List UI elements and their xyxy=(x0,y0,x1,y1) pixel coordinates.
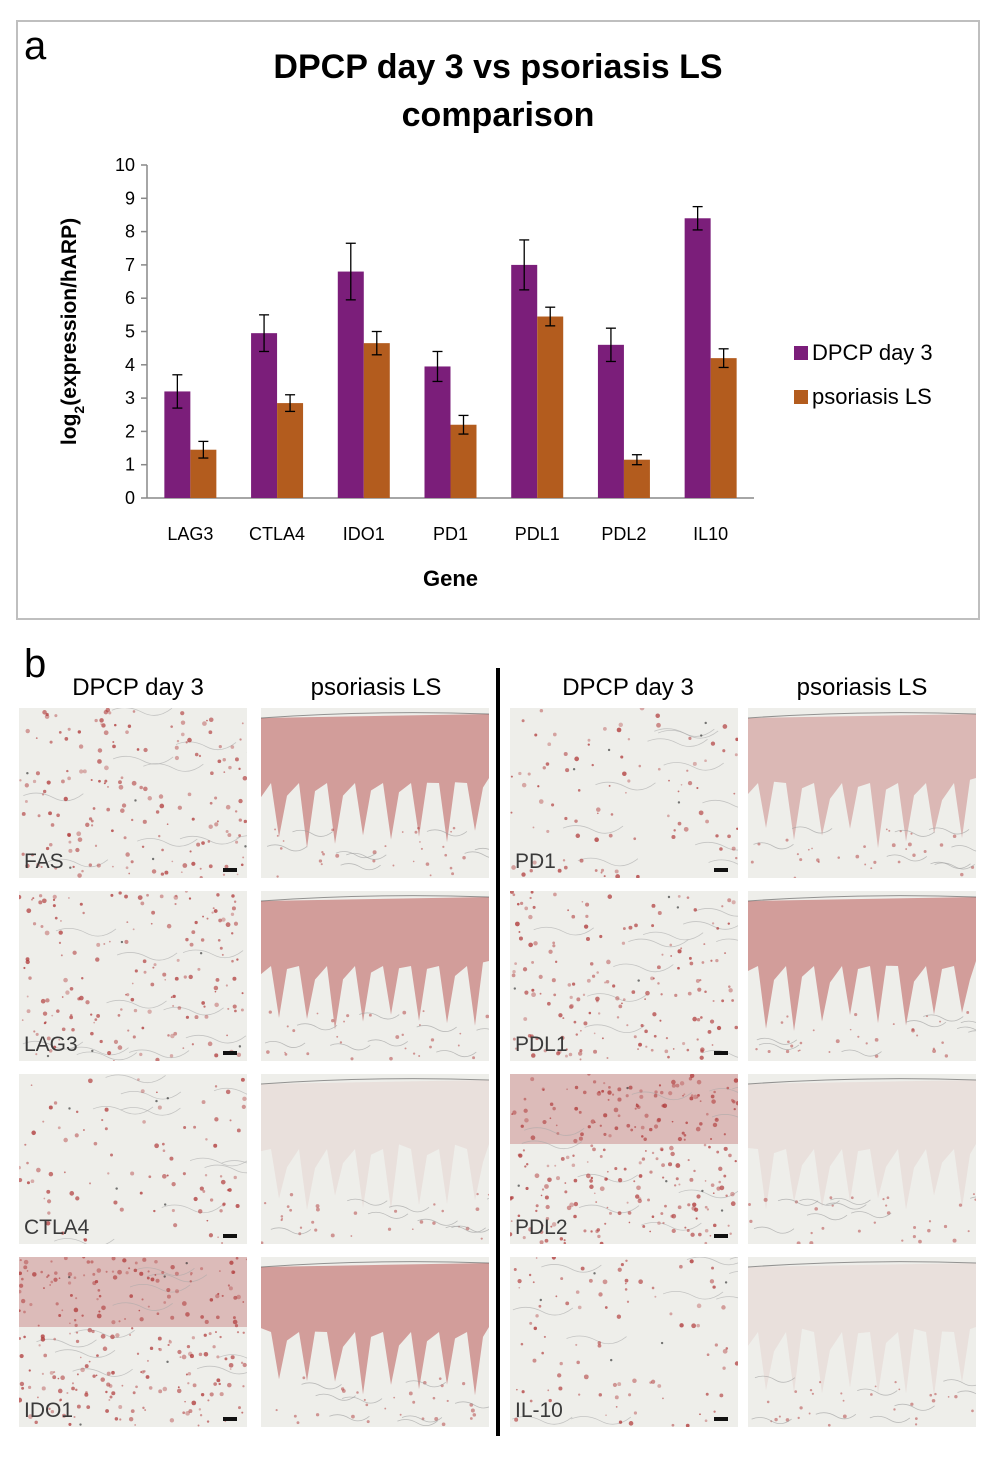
micrograph-pdl2-psoriasis xyxy=(748,1074,976,1244)
tissue-image xyxy=(748,1074,976,1244)
bar-psoriasis xyxy=(277,403,304,498)
y-axis-label: log2(expression/hARP) xyxy=(58,218,87,445)
scale-bar xyxy=(714,1051,728,1055)
micrograph-label: LAG3 xyxy=(24,1033,78,1056)
micrograph-pdl1-psoriasis xyxy=(748,891,976,1061)
y-tick-label: 1 xyxy=(125,455,135,475)
micrograph-fas-dpcp: FAS xyxy=(19,708,247,878)
micrograph-fas-psoriasis xyxy=(261,708,489,878)
bar-dpcp xyxy=(511,264,538,498)
bar-dpcp xyxy=(337,271,364,498)
tissue-image xyxy=(19,891,247,1061)
scale-bar xyxy=(714,868,728,872)
panel-divider xyxy=(496,668,500,1436)
column-header-dpcp-left: DPCP day 3 xyxy=(72,674,204,701)
chart-title-line: comparison xyxy=(402,96,595,134)
micrograph-lag3-psoriasis xyxy=(261,891,489,1061)
tissue-image xyxy=(510,1257,738,1427)
legend-label: DPCP day 3 xyxy=(812,340,933,365)
tissue-image xyxy=(261,1257,489,1427)
scale-bar xyxy=(223,1051,237,1055)
micrograph-pdl1-dpcp: PDL1 xyxy=(510,891,738,1061)
x-tick-label: PDL1 xyxy=(515,524,560,544)
legend-swatch xyxy=(794,346,808,360)
panel-a-letter: a xyxy=(24,24,47,68)
scale-bar xyxy=(714,1417,728,1421)
micrograph-ido1-dpcp: IDO1 xyxy=(19,1257,247,1427)
micrograph-label: FAS xyxy=(24,850,64,873)
scale-bar xyxy=(714,1234,728,1238)
x-tick-label: PDL2 xyxy=(601,524,646,544)
micrograph-ctla4-dpcp: CTLA4 xyxy=(19,1074,247,1244)
x-tick-label: IL10 xyxy=(693,524,728,544)
legend-swatch xyxy=(794,390,808,404)
micrograph-pd1-dpcp: PD1 xyxy=(510,708,738,878)
micrograph-label: CTLA4 xyxy=(24,1216,90,1239)
y-tick-label: 7 xyxy=(125,255,135,275)
micrograph-label: PDL2 xyxy=(515,1216,568,1239)
micrograph-pdl2-dpcp: PDL2 xyxy=(510,1074,738,1244)
x-tick-label: LAG3 xyxy=(167,524,213,544)
tissue-image xyxy=(19,1074,247,1244)
y-tick-label: 3 xyxy=(125,388,135,408)
micrograph-il10-psoriasis xyxy=(748,1257,976,1427)
bar-psoriasis xyxy=(710,358,737,498)
bar-chart: DPCP day 3 vs psoriasis LS comparison 0 1 2 3… xyxy=(58,48,933,591)
chart-title-line: DPCP day 3 vs psoriasis LS xyxy=(273,48,722,86)
micrograph-pd1-psoriasis xyxy=(748,708,976,878)
tissue-image xyxy=(261,891,489,1061)
y-tick-label: 10 xyxy=(115,155,135,175)
y-tick-label: 8 xyxy=(125,222,135,242)
micrograph-ctla4-psoriasis xyxy=(261,1074,489,1244)
y-tick-label: 6 xyxy=(125,288,135,308)
micrograph-label: IDO1 xyxy=(24,1399,74,1422)
bar-dpcp xyxy=(684,218,711,498)
micrograph-label: IL-10 xyxy=(515,1399,563,1422)
tissue-image xyxy=(19,708,247,878)
y-tick-label: 0 xyxy=(125,488,135,508)
tissue-image xyxy=(261,708,489,878)
bar-psoriasis xyxy=(537,316,564,498)
panel-b-letter: b xyxy=(24,642,47,686)
scale-bar xyxy=(223,1234,237,1238)
y-tick-label: 4 xyxy=(125,355,135,375)
y-tick-label: 5 xyxy=(125,322,135,342)
micrograph-label: PDL1 xyxy=(515,1033,568,1056)
x-tick-label: CTLA4 xyxy=(249,524,305,544)
column-header-psoriasis-left: psoriasis LS xyxy=(310,674,442,701)
x-tick-label: IDO1 xyxy=(343,524,385,544)
micrograph-label: PD1 xyxy=(515,850,556,873)
micrograph-il10-dpcp: IL-10 xyxy=(510,1257,738,1427)
y-tick-label: 2 xyxy=(125,421,135,441)
micrograph-lag3-dpcp: LAG3 xyxy=(19,891,247,1061)
column-header-psoriasis-right: psoriasis LS xyxy=(796,674,928,701)
bar-dpcp xyxy=(164,391,191,498)
tissue-image xyxy=(510,1074,738,1244)
bar-psoriasis xyxy=(450,424,477,498)
scale-bar xyxy=(223,868,237,872)
tissue-image xyxy=(261,1074,489,1244)
x-axis-label: Gene xyxy=(423,566,478,591)
tissue-image xyxy=(19,1257,247,1427)
bar-psoriasis xyxy=(623,459,650,498)
bar-dpcp xyxy=(251,333,278,498)
scale-bar xyxy=(223,1417,237,1421)
chart-panel: DPCP day 3 vs psoriasis LS comparison 0 1 2 3… xyxy=(16,20,980,620)
bar-psoriasis xyxy=(363,343,390,498)
y-tick-label: 9 xyxy=(125,188,135,208)
tissue-image xyxy=(510,708,738,878)
tissue-image xyxy=(748,891,976,1061)
legend-label: psoriasis LS xyxy=(812,384,932,409)
tissue-image xyxy=(748,1257,976,1427)
bar-dpcp xyxy=(424,366,451,498)
micrograph-ido1-psoriasis xyxy=(261,1257,489,1427)
bar-dpcp xyxy=(597,344,624,498)
tissue-image xyxy=(510,891,738,1061)
column-header-dpcp-right: DPCP day 3 xyxy=(562,674,694,701)
tissue-image xyxy=(748,708,976,878)
x-tick-label: PD1 xyxy=(433,524,468,544)
